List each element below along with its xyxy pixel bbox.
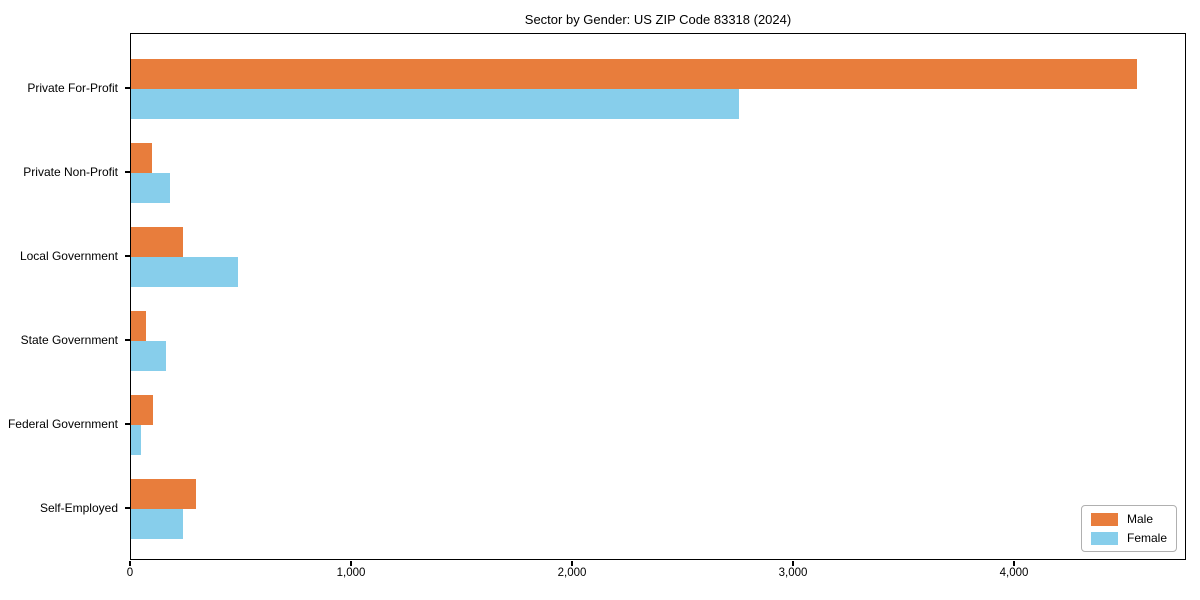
legend-swatch-female <box>1090 531 1118 545</box>
bar-male-4 <box>131 311 147 341</box>
plot-area: Male Female <box>130 33 1186 560</box>
bar-female-4 <box>131 341 167 371</box>
bar-female-3 <box>131 257 239 287</box>
chart-title: Sector by Gender: US ZIP Code 83318 (202… <box>524 12 792 27</box>
x-tick-label: 2,000 <box>557 567 587 579</box>
y-tick-label: Federal Government <box>7 417 118 431</box>
y-tick-mark <box>125 255 130 257</box>
y-tick-label: Private Non-Profit <box>23 165 118 179</box>
x-tick-mark <box>1013 561 1015 566</box>
x-tick-label: 4,000 <box>999 567 1029 579</box>
x-tick-mark <box>350 561 352 566</box>
y-tick-label: Local Government <box>19 249 118 263</box>
legend-label: Male <box>1126 512 1153 526</box>
y-tick-label: Private For-Profit <box>27 81 118 95</box>
y-tick-mark <box>125 339 130 341</box>
legend: Male Female <box>1080 505 1177 552</box>
bar-female-2 <box>131 173 171 203</box>
legend-item-female: Female <box>1090 531 1167 545</box>
bar-male-5 <box>131 395 153 425</box>
y-tick-label: Self-Employed <box>39 501 118 515</box>
y-tick-mark <box>125 171 130 173</box>
bar-female-6 <box>131 509 183 539</box>
y-tick-mark <box>125 423 130 425</box>
x-tick-mark <box>571 561 573 566</box>
x-tick-mark <box>792 561 794 566</box>
x-tick-mark <box>129 561 131 566</box>
x-tick-label: 0 <box>126 567 134 579</box>
legend-swatch-male <box>1090 512 1118 526</box>
legend-item-male: Male <box>1090 512 1167 526</box>
bar-female-5 <box>131 425 141 455</box>
x-tick-label: 1,000 <box>336 567 366 579</box>
y-tick-mark <box>125 87 130 89</box>
x-tick-label: 3,000 <box>778 567 808 579</box>
bar-female-1 <box>131 89 739 119</box>
bar-male-1 <box>131 59 1137 89</box>
bar-male-6 <box>131 479 197 509</box>
bar-male-3 <box>131 227 183 257</box>
y-tick-label: State Government <box>20 333 118 347</box>
legend-label: Female <box>1126 531 1167 545</box>
bar-male-2 <box>131 143 152 173</box>
y-tick-mark <box>125 507 130 509</box>
